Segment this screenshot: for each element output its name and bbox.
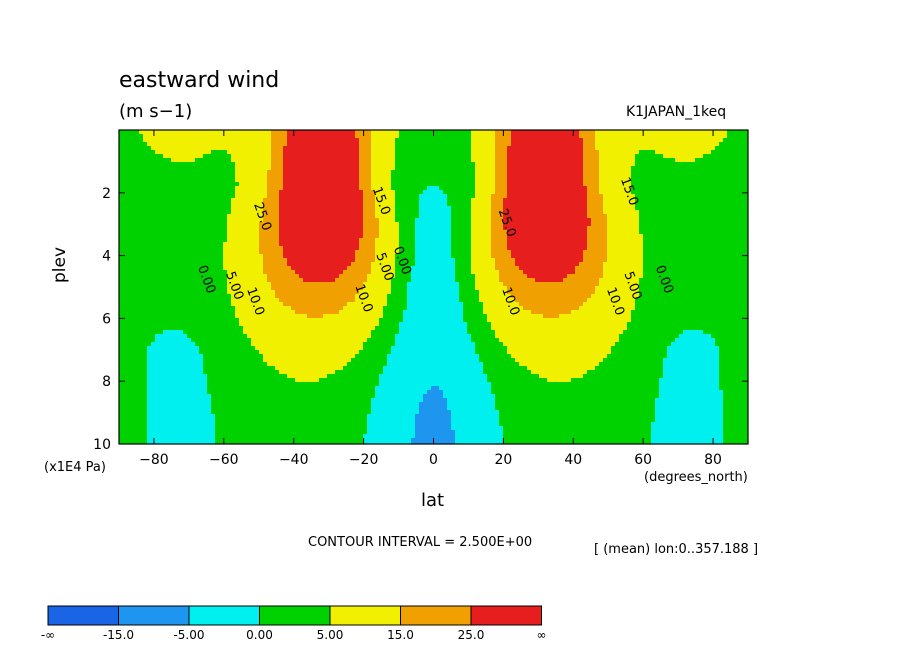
y-tick-label: 6 bbox=[102, 311, 111, 327]
y-tick-label: 8 bbox=[102, 374, 111, 390]
colorbar-swatch bbox=[329, 605, 401, 626]
chart-units: (m s−1) bbox=[119, 101, 193, 122]
colorbar-label: ∞ bbox=[537, 628, 547, 642]
contour-interval-text: CONTOUR INTERVAL = 2.500E+00 bbox=[308, 535, 533, 550]
x-ticks: −80 −60 −40 −20 0 20 40 60 80 bbox=[139, 130, 722, 468]
chart-title: eastward wind bbox=[119, 68, 280, 93]
y-tick-label: 4 bbox=[102, 249, 111, 265]
experiment-id: K1JAPAN_1keq bbox=[626, 104, 727, 120]
colorbar-label: -5.00 bbox=[173, 628, 204, 642]
colorbar-label: -∞ bbox=[41, 628, 55, 642]
colorbar-swatch bbox=[188, 605, 260, 626]
y-tick-label: 10 bbox=[93, 437, 111, 453]
x-tick-label: −40 bbox=[279, 452, 309, 468]
y-axis-label: plev bbox=[50, 246, 70, 283]
x-tick-label: −60 bbox=[209, 452, 239, 468]
colorbar-swatch bbox=[118, 605, 190, 626]
colorbar-label: 5.00 bbox=[317, 628, 344, 642]
x-tick-label: 80 bbox=[704, 452, 722, 468]
x-tick-label: 0 bbox=[429, 452, 438, 468]
x-tick-label: 20 bbox=[494, 452, 512, 468]
x-axis-label: lat bbox=[421, 490, 445, 511]
x-axis-unit: (degrees_north) bbox=[644, 470, 748, 485]
x-tick-label: 60 bbox=[634, 452, 652, 468]
y-ticks: 2 4 6 8 10 bbox=[93, 186, 748, 453]
colorbar-swatch bbox=[47, 605, 119, 626]
mean-note: [ (mean) lon:0..357.188 ] bbox=[594, 542, 759, 557]
colorbar-label: -15.0 bbox=[103, 628, 134, 642]
y-tick-label: 2 bbox=[102, 186, 111, 202]
x-tick-label: 40 bbox=[564, 452, 582, 468]
filled-contour-field bbox=[119, 130, 748, 444]
x-tick-label: −20 bbox=[349, 452, 379, 468]
colorbar-swatch bbox=[400, 605, 472, 626]
colorbar: -∞ -15.0 -5.00 0.00 5.00 15.0 25.0 ∞ bbox=[41, 605, 547, 642]
colorbar-swatch bbox=[470, 605, 542, 626]
colorbar-swatch bbox=[259, 605, 331, 626]
colorbar-label: 0.00 bbox=[246, 628, 273, 642]
x-tick-label: −80 bbox=[139, 452, 169, 468]
colorbar-label: 15.0 bbox=[387, 628, 414, 642]
y-axis-unit: (x1E4 Pa) bbox=[44, 460, 106, 475]
colorbar-label: 25.0 bbox=[458, 628, 485, 642]
